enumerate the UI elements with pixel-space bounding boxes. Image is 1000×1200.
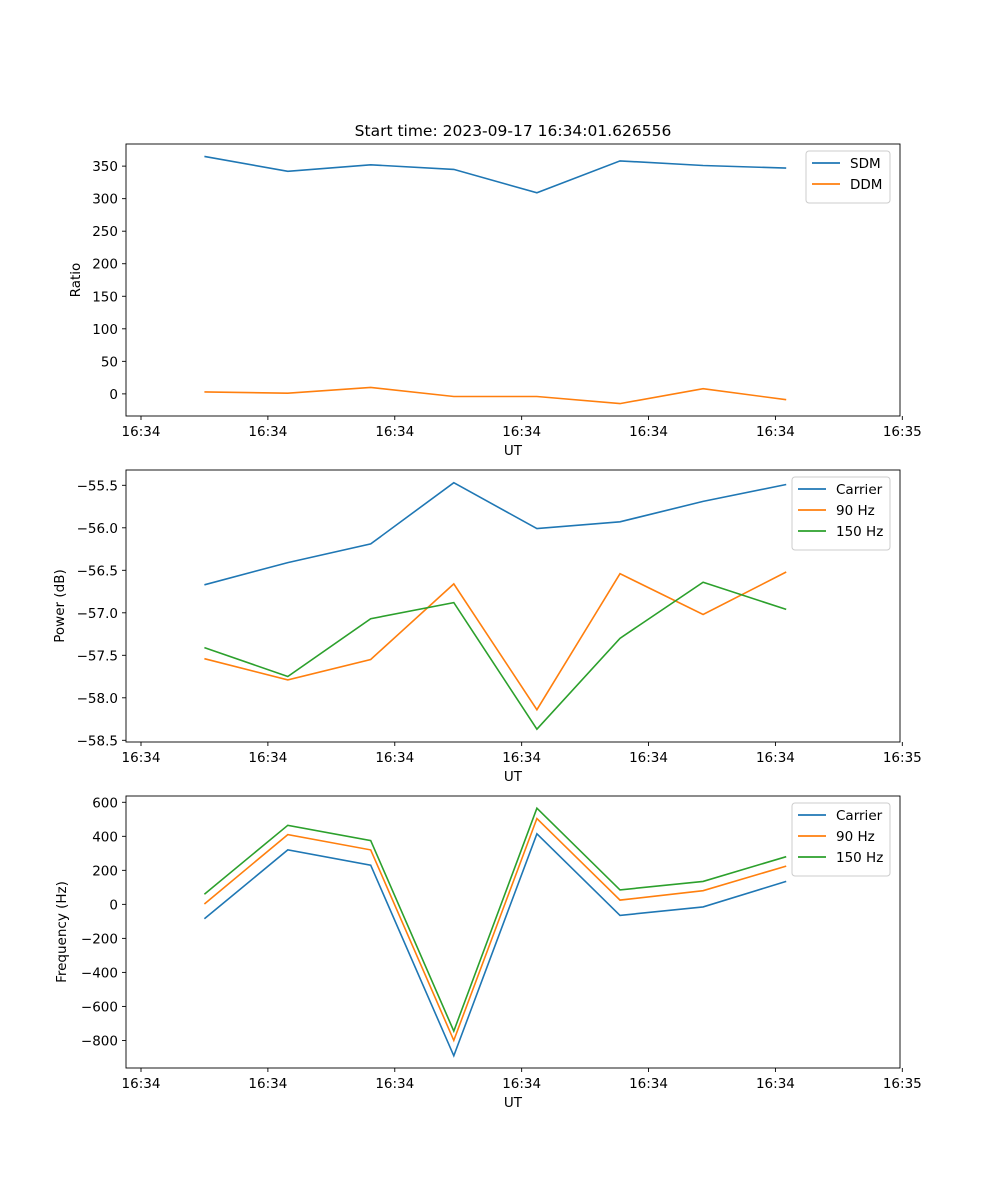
legend-label: Carrier — [836, 808, 883, 824]
y-tick-label: −56.0 — [77, 521, 118, 537]
legend: Carrier 90 Hz 150 Hz — [791, 476, 891, 551]
x-tick-label: 16:34 — [248, 750, 287, 766]
y-tick-label: 50 — [101, 354, 118, 370]
legend-label: 90 Hz — [836, 829, 875, 845]
y-tick-label: −58.5 — [77, 733, 118, 749]
y-tick-label: 200 — [92, 257, 118, 273]
legend-box — [805, 150, 891, 204]
x-tick-label: 16:34 — [375, 750, 414, 766]
y-tick-label: −600 — [81, 999, 118, 1015]
axes-frame — [125, 143, 901, 417]
x-tick-label: 16:34 — [122, 424, 161, 440]
series-line-ddm — [204, 386, 787, 405]
x-axis-label: UT — [504, 1095, 523, 1111]
y-tick-label: 0 — [109, 387, 118, 403]
series-line-carrier — [203, 832, 787, 1058]
series-line-90-hz — [203, 817, 787, 1043]
y-axis-label: Power (dB) — [52, 569, 68, 642]
x-tick-label: 16:34 — [122, 750, 161, 766]
y-tick-label: −57.0 — [77, 606, 118, 622]
series-line-sdm — [204, 155, 787, 194]
y-tick-label: 200 — [92, 863, 118, 879]
legend-label: 150 Hz — [836, 524, 883, 540]
x-tick-label: 16:34 — [629, 1076, 668, 1092]
x-tick-label: 16:34 — [502, 424, 541, 440]
axes-frame — [125, 469, 901, 743]
y-tick-label: −58.0 — [77, 691, 118, 707]
legend-label: Carrier — [836, 482, 883, 498]
legend-label: SDM — [850, 156, 881, 172]
x-tick-label: 16:34 — [375, 424, 414, 440]
legend: SDM DDM — [805, 150, 891, 204]
x-tick-label: 16:34 — [248, 424, 287, 440]
legend-label: 150 Hz — [836, 850, 883, 866]
y-tick-label: 150 — [92, 289, 118, 305]
legend-label: 90 Hz — [836, 503, 875, 519]
x-axis-label: UT — [504, 769, 523, 785]
x-tick-label: 16:34 — [756, 750, 795, 766]
x-tick-label: 16:34 — [629, 750, 668, 766]
y-tick-label: 600 — [92, 795, 118, 811]
y-tick-label: 0 — [109, 897, 118, 913]
series-line-90-hz — [204, 571, 787, 712]
y-tick-label: −400 — [81, 965, 118, 981]
x-tick-label: 16:34 — [629, 424, 668, 440]
y-tick-label: 100 — [92, 322, 118, 338]
x-tick-label: 16:34 — [756, 424, 795, 440]
series-line-carrier — [204, 481, 787, 586]
x-tick-label: 16:34 — [248, 1076, 287, 1092]
x-tick-label: 16:34 — [502, 1076, 541, 1092]
y-tick-label: 400 — [92, 829, 118, 845]
axes-frame — [125, 795, 901, 1069]
panel-2: 16:34 16:34 16:34 16:34 16:34 16:34 16:35 −58.5… — [52, 469, 922, 785]
x-tick-label: 16:34 — [756, 1076, 795, 1092]
x-tick-label: 16:35 — [883, 424, 922, 440]
y-tick-label: 300 — [92, 192, 118, 208]
series-line-150-hz — [204, 581, 787, 731]
x-tick-label: 16:35 — [883, 1076, 922, 1092]
y-tick-label: 250 — [92, 224, 118, 240]
y-axis-label: Frequency (Hz) — [54, 881, 70, 983]
x-tick-label: 16:34 — [502, 750, 541, 766]
panel-1: 16:34 16:34 16:34 16:34 16:34 16:34 16:35 0 50 10… — [68, 122, 922, 459]
x-tick-label: 16:34 — [122, 1076, 161, 1092]
y-tick-label: 350 — [92, 159, 118, 175]
x-tick-label: 16:35 — [883, 750, 922, 766]
y-axis-label: Ratio — [68, 263, 84, 298]
y-tick-label: −56.5 — [77, 563, 118, 579]
panel-3: 16:34 16:34 16:34 16:34 16:34 16:34 16:35 −800 −… — [54, 795, 922, 1111]
chart-title: Start time: 2023-09-17 16:34:01.626556 — [355, 122, 672, 140]
legend-label: DDM — [850, 177, 882, 193]
y-tick-label: −55.5 — [77, 478, 118, 494]
y-tick-label: −57.5 — [77, 648, 118, 664]
x-tick-label: 16:34 — [375, 1076, 414, 1092]
x-axis-label: UT — [504, 443, 523, 459]
legend: Carrier 90 Hz 150 Hz — [791, 802, 891, 877]
y-tick-label: −200 — [81, 931, 118, 947]
series-line-150-hz — [203, 806, 787, 1034]
y-tick-label: −800 — [81, 1033, 118, 1049]
